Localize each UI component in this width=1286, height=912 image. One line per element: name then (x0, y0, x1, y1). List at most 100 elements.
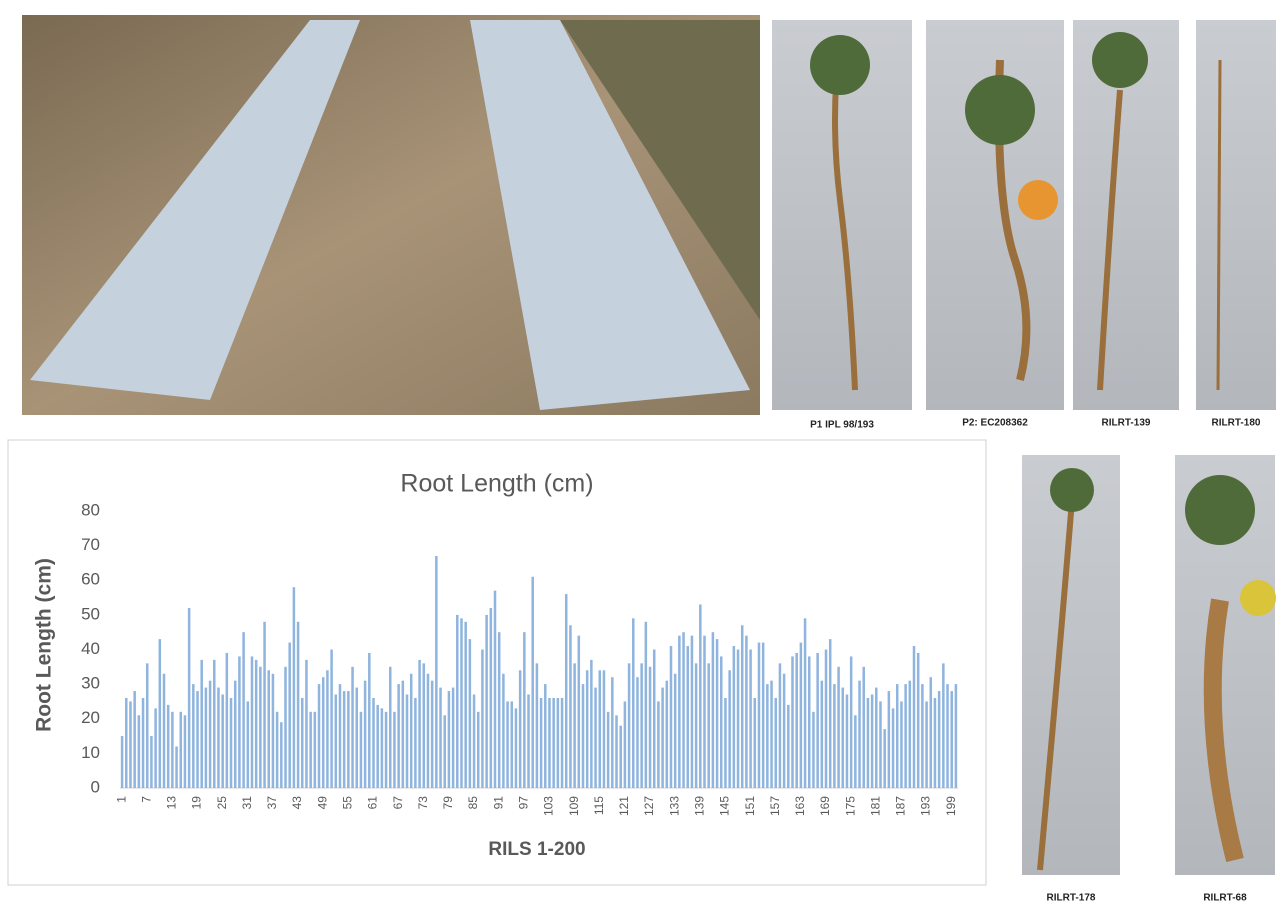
bar (272, 674, 275, 788)
x-tick-label: 49 (315, 796, 329, 810)
bar (464, 622, 467, 788)
bar (196, 691, 199, 788)
bar (385, 712, 388, 788)
bar (858, 681, 861, 788)
bar (133, 691, 136, 788)
bar (862, 667, 865, 788)
bar (230, 698, 233, 788)
bar (754, 698, 757, 788)
bar (774, 698, 777, 788)
bar (188, 608, 191, 788)
bar (879, 701, 882, 788)
bar (883, 729, 886, 788)
bar (603, 670, 606, 788)
bar (209, 681, 212, 788)
bar (414, 698, 417, 788)
bar (590, 660, 593, 788)
x-tick-label: 139 (692, 796, 706, 816)
bar (657, 701, 660, 788)
bar (469, 639, 472, 788)
bar (121, 736, 124, 788)
bar (783, 674, 786, 788)
bar (846, 695, 849, 788)
bar (351, 667, 354, 788)
bar (276, 712, 279, 788)
bar (506, 701, 509, 788)
bar (632, 618, 635, 788)
x-tick-label: 163 (793, 796, 807, 816)
bar (829, 639, 832, 788)
bar (896, 684, 899, 788)
bar (171, 712, 174, 788)
x-tick-label: 97 (517, 796, 531, 810)
bar (854, 715, 857, 788)
x-tick-label: 103 (542, 796, 556, 816)
x-tick-label: 85 (466, 796, 480, 810)
bar (611, 677, 614, 788)
bar (255, 660, 258, 788)
bar (330, 650, 333, 789)
bar (318, 684, 321, 788)
bar (695, 663, 698, 788)
bar (242, 632, 245, 788)
bar (129, 701, 132, 788)
bar (670, 646, 673, 788)
bar (640, 663, 643, 788)
bar (372, 698, 375, 788)
bar (737, 650, 740, 789)
bar (368, 653, 371, 788)
bar (917, 653, 920, 788)
bar (821, 681, 824, 788)
bar (833, 684, 836, 788)
bar (720, 656, 723, 788)
bar (942, 663, 945, 788)
bar (343, 691, 346, 788)
bar (615, 715, 618, 788)
bar (800, 643, 803, 788)
x-tick-label: 7 (139, 796, 153, 803)
bar (557, 698, 560, 788)
bar (163, 674, 166, 788)
bar (263, 622, 266, 788)
bar (397, 684, 400, 788)
x-tick-label: 55 (341, 796, 355, 810)
bar (364, 681, 367, 788)
y-tick-label: 0 (91, 777, 100, 796)
bar (184, 715, 187, 788)
bar (355, 688, 358, 788)
bar (561, 698, 564, 788)
bar (770, 681, 773, 788)
x-tick-label: 31 (240, 796, 254, 810)
bar (238, 656, 241, 788)
bar (498, 632, 501, 788)
bar (787, 705, 790, 788)
bar (301, 698, 304, 788)
bar (381, 708, 384, 788)
bar (804, 618, 807, 788)
bar (443, 715, 446, 788)
bar (678, 636, 681, 788)
caption: P1 IPL 98/193 (810, 420, 874, 431)
bar (699, 604, 702, 788)
bar (909, 681, 912, 788)
x-tick-label: 175 (843, 796, 857, 816)
y-axis-label: Root Length (cm) (33, 558, 56, 732)
bar (850, 656, 853, 788)
bar (452, 688, 455, 788)
x-tick-label: 19 (190, 796, 204, 810)
caption: P2: EC208362 (962, 418, 1028, 429)
x-tick-label: 199 (944, 796, 958, 816)
bar (578, 636, 581, 788)
y-tick-label: 10 (81, 743, 100, 762)
bar (502, 674, 505, 788)
bar (389, 667, 392, 788)
y-tick-label: 30 (81, 674, 100, 693)
bar (376, 705, 379, 788)
bar (200, 660, 203, 788)
bar (305, 660, 308, 788)
bar (875, 688, 878, 788)
bar (816, 653, 819, 788)
bar (795, 653, 798, 788)
bar (247, 701, 250, 788)
bar (179, 712, 182, 788)
